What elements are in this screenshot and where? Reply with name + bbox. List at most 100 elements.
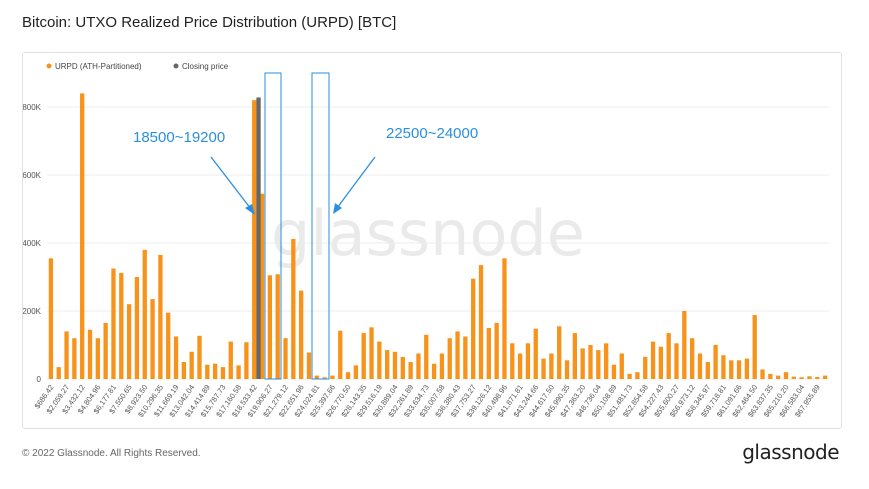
- urpd-bar: [572, 333, 578, 379]
- urpd-bar: [95, 338, 100, 379]
- y-tick-label: 600K: [23, 171, 42, 180]
- urpd-bar: [275, 274, 280, 379]
- urpd-bar: [611, 364, 617, 379]
- urpd-bar: [111, 268, 116, 379]
- urpd-bar: [369, 327, 374, 379]
- urpd-bar: [353, 365, 359, 379]
- urpd-bar: [776, 375, 781, 379]
- urpd-bar: [150, 299, 155, 379]
- urpd-bar: [627, 373, 632, 379]
- legend-swatch-urpd: [46, 63, 52, 69]
- urpd-bar: [166, 312, 171, 379]
- urpd-bar: [220, 367, 226, 379]
- urpd-bar: [298, 290, 304, 379]
- urpd-bar: [674, 343, 679, 379]
- urpd-bar: [212, 363, 218, 379]
- urpd-bar: [596, 350, 601, 379]
- annotation-arrow-2: [336, 156, 376, 209]
- urpd-bar: [643, 356, 648, 379]
- y-tick-label: 200K: [23, 307, 42, 316]
- urpd-bar: [455, 331, 460, 379]
- urpd-bar: [48, 258, 54, 379]
- page-title: Bitcoin: UTXO Realized Price Distributio…: [22, 14, 397, 31]
- urpd-bar: [361, 333, 366, 379]
- urpd-bar: [736, 360, 742, 379]
- urpd-bar: [447, 338, 452, 379]
- urpd-bar: [463, 336, 468, 379]
- urpd-bar: [439, 353, 445, 379]
- urpd-bar: [525, 343, 531, 379]
- annotation-arrowhead-2: [333, 203, 342, 214]
- urpd-bar: [635, 372, 640, 379]
- urpd-bar: [345, 372, 351, 379]
- highlight-box-2: [311, 72, 330, 380]
- urpd-bar: [658, 346, 664, 379]
- urpd-bar: [791, 376, 796, 379]
- annotation-arrow-1: [210, 156, 252, 210]
- urpd-bar: [72, 338, 77, 379]
- urpd-bar: [400, 356, 405, 379]
- y-tick-label: 400K: [23, 239, 42, 248]
- urpd-bar: [486, 328, 491, 379]
- urpd-bar: [502, 258, 507, 379]
- urpd-bar: [158, 254, 163, 379]
- y-tick-label: 0: [37, 375, 42, 384]
- urpd-bar: [510, 343, 515, 379]
- urpd-bar: [205, 364, 210, 379]
- legend-swatch-closing: [173, 63, 179, 69]
- urpd-bar: [189, 351, 194, 379]
- urpd-bar: [705, 362, 710, 379]
- urpd-bar: [80, 93, 85, 380]
- urpd-bar: [126, 304, 132, 379]
- urpd-bar: [580, 348, 585, 379]
- urpd-bar: [689, 338, 695, 379]
- urpd-bar: [494, 322, 499, 379]
- urpd-bar: [322, 377, 327, 379]
- annotation-label-1: 18500~19200: [133, 129, 226, 146]
- legend-label-urpd: URPD (ATH-Partitioned): [55, 62, 142, 71]
- urpd-bar: [697, 353, 703, 379]
- urpd-bar: [416, 353, 421, 379]
- urpd-bar: [478, 265, 484, 379]
- urpd-bar: [799, 377, 804, 379]
- urpd-bar: [252, 100, 257, 379]
- urpd-bar: [549, 353, 554, 379]
- closing-price-bar: [256, 97, 261, 380]
- urpd-bar: [729, 360, 734, 379]
- urpd-bar: [713, 345, 718, 379]
- urpd-bar: [259, 193, 265, 379]
- urpd-bar: [56, 367, 61, 379]
- urpd-bar: [619, 353, 624, 379]
- footer-logo: glassnode: [742, 440, 839, 464]
- urpd-bar: [666, 333, 671, 379]
- urpd-bar: [64, 331, 69, 379]
- urpd-bar: [752, 315, 757, 379]
- highlight-box-1: [264, 72, 282, 380]
- chart-card: glassnode 0 200K 400K 600K 800K $686.42 $2,05…: [22, 52, 842, 429]
- urpd-bar: [244, 342, 249, 379]
- urpd-bar: [533, 328, 538, 379]
- urpd-bar: [142, 249, 147, 379]
- urpd-bar: [134, 277, 140, 379]
- urpd-bar: [291, 238, 296, 379]
- urpd-bar: [431, 363, 437, 379]
- urpd-bar: [119, 272, 124, 379]
- urpd-bar: [330, 375, 335, 379]
- urpd-bar: [173, 336, 179, 379]
- urpd-bar: [603, 343, 609, 379]
- legend-label-closing: Closing price: [182, 62, 229, 71]
- urpd-bar: [283, 338, 288, 379]
- urpd-bar: [103, 322, 108, 379]
- urpd-bar: [760, 369, 765, 379]
- urpd-bar: [822, 375, 828, 379]
- urpd-bar: [392, 351, 398, 379]
- urpd-bar: [181, 362, 187, 379]
- urpd-bar: [744, 358, 750, 379]
- urpd-bar: [815, 376, 820, 379]
- urpd-bar: [588, 345, 593, 379]
- urpd-bar: [377, 341, 382, 379]
- urpd-bar: [314, 375, 319, 379]
- urpd-bar: [557, 326, 562, 379]
- y-tick-label: 800K: [23, 103, 42, 112]
